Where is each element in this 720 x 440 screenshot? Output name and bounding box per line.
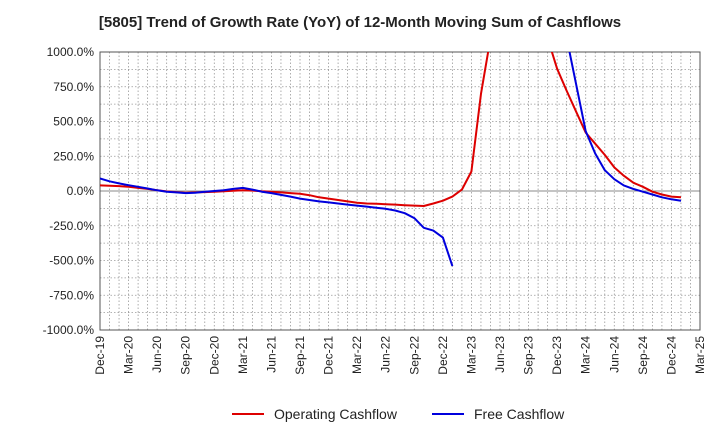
chart-title: [5805] Trend of Growth Rate (YoY) of 12-…: [98, 14, 622, 31]
y-tick-label: 750.0%: [53, 80, 94, 94]
legend-label-free-cashflow: Free Cashflow: [474, 406, 565, 422]
x-tick-label: Jun-22: [379, 336, 393, 373]
x-tick-label: Mar-24: [579, 336, 593, 374]
legend: Operating Cashflow Free Cashflow: [232, 406, 565, 422]
legend-label-operating-cashflow: Operating Cashflow: [274, 406, 398, 422]
x-tick-label: Sep-20: [179, 336, 193, 375]
x-tick-label: Mar-20: [122, 336, 136, 374]
x-tick-label: Mar-22: [350, 336, 364, 374]
x-tick-label: Dec-19: [93, 336, 107, 375]
x-tick-label: Sep-24: [636, 336, 650, 375]
free-cashflow-line: [568, 52, 682, 202]
plot-border: [99, 51, 701, 331]
x-tick-label: Dec-24: [664, 336, 678, 375]
grid-layer: [99, 51, 701, 331]
x-tick-label: Mar-25: [693, 336, 707, 374]
y-tick-label: 1000.0%: [47, 45, 95, 59]
series-layer: [100, 52, 682, 267]
operating-cashflow-line: [550, 52, 682, 199]
x-tick-label: Dec-21: [322, 336, 336, 375]
y-tick-label: -250.0%: [49, 219, 94, 233]
x-tick-label: Dec-20: [207, 336, 221, 375]
x-tick-label: Jun-21: [264, 336, 278, 373]
x-tick-label: Sep-23: [522, 336, 536, 375]
x-tick-label: Dec-22: [436, 336, 450, 375]
x-tick-label: Jun-20: [150, 336, 164, 373]
y-tick-label: -750.0%: [49, 288, 94, 302]
y-tick-label: 500.0%: [53, 115, 94, 129]
free-cashflow-line: [100, 177, 454, 267]
y-tick-label: -1000.0%: [43, 323, 95, 337]
axis-layer: 1000.0% 750.0% 500.0% 250.0% 0.0% -250.0% -500…: [43, 45, 707, 375]
y-tick-label: -500.0%: [49, 254, 94, 268]
x-tick-label: Mar-21: [236, 336, 250, 374]
x-tick-label: Mar-23: [464, 336, 478, 374]
x-tick-label: Jun-23: [493, 336, 507, 373]
y-tick-label: 250.0%: [53, 149, 94, 163]
y-tick-label: 0.0%: [67, 184, 95, 198]
x-tick-label: Sep-22: [407, 336, 421, 375]
x-tick-label: Dec-23: [550, 336, 564, 375]
x-tick-label: Jun-24: [607, 336, 621, 373]
x-tick-label: Sep-21: [293, 336, 307, 375]
